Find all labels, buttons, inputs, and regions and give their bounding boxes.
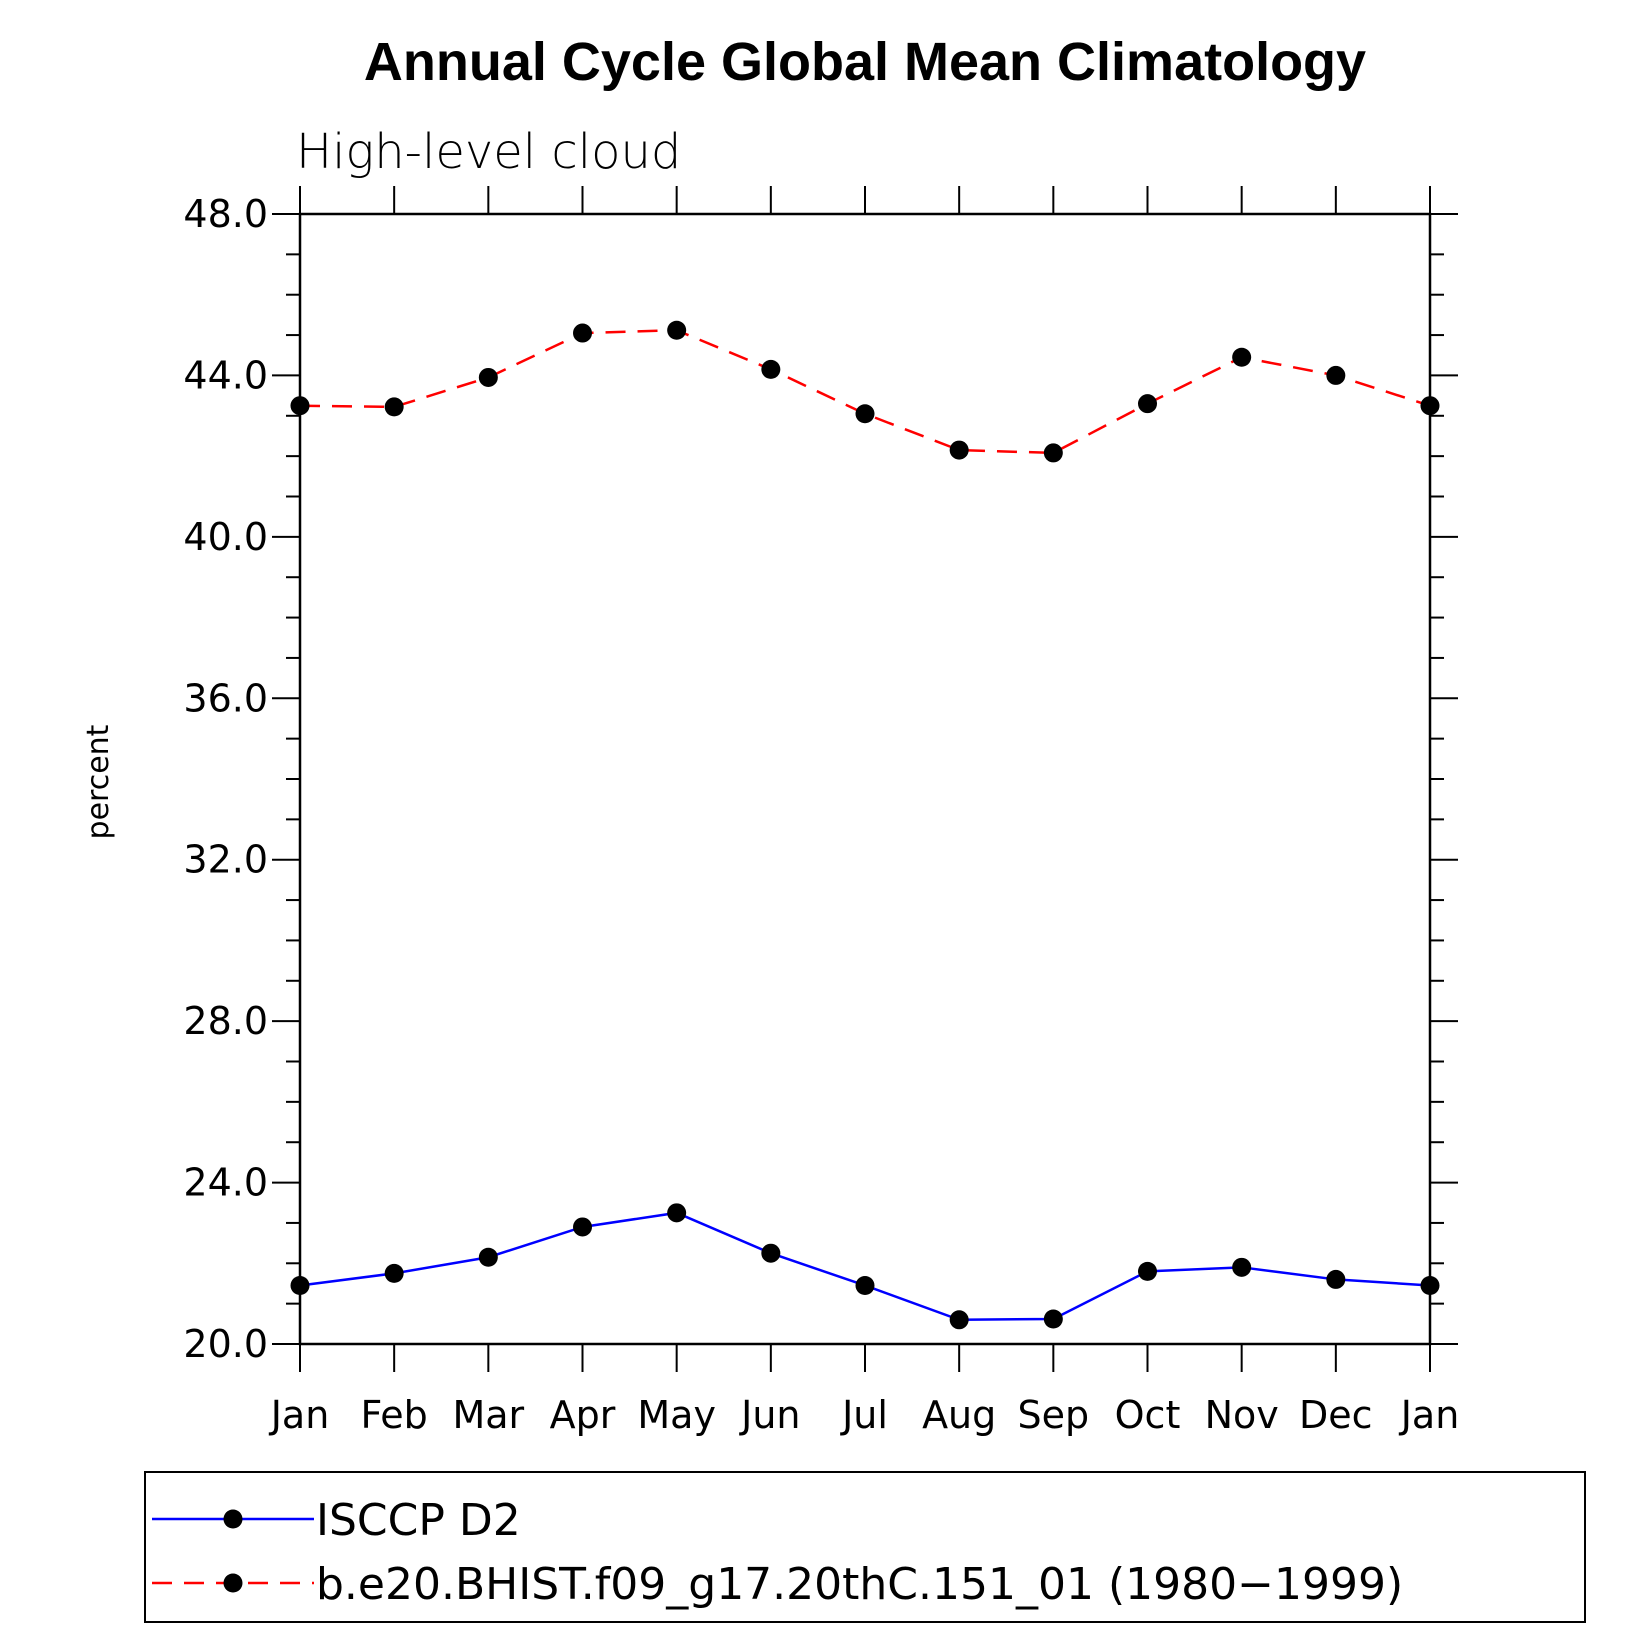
series-line-1 <box>299 1211 1431 1322</box>
series-1-point <box>855 1275 875 1295</box>
y-tick-label: 32.0 <box>183 838 268 882</box>
series-2-point <box>1138 394 1157 414</box>
series-1-point <box>761 1243 781 1263</box>
chart-title: Annual Cycle Global Mean Climatology <box>364 32 1366 92</box>
series-1-point <box>478 1247 498 1267</box>
y-axis-label: percent <box>81 724 116 839</box>
series-2-point <box>478 367 498 387</box>
series-2-point <box>1043 443 1063 463</box>
series-2-point <box>290 396 310 416</box>
series-1-point <box>1138 1261 1157 1281</box>
y-tick-label: 48.0 <box>183 192 268 236</box>
y-tick-label: 44.0 <box>183 353 268 397</box>
legend-marker-2 <box>223 1573 243 1593</box>
y-tick-label: 28.0 <box>183 999 268 1043</box>
series-line-2 <box>299 328 1431 455</box>
x-tick-label: Jan <box>1399 1393 1460 1437</box>
series-1-point <box>1232 1257 1252 1277</box>
series-1-point <box>573 1217 592 1237</box>
x-tick-label: Apr <box>550 1393 616 1437</box>
x-tick-label: May <box>637 1393 716 1437</box>
legend-label-1: ISCCP D2 <box>316 1495 521 1546</box>
legend-label-2: b.e20.BHIST.f09_g17.20thC.151_01 (1980−1… <box>316 1559 1403 1610</box>
series-1-point <box>290 1275 310 1295</box>
series-1-point <box>949 1310 969 1330</box>
series-1-point <box>1326 1269 1346 1289</box>
y-tick-label: 40.0 <box>183 515 268 559</box>
series-2-point <box>384 397 404 417</box>
x-tick-label: Jul <box>840 1393 888 1437</box>
series-2-point <box>667 320 687 340</box>
x-tick-label: Sep <box>1018 1393 1090 1437</box>
series-1-point <box>1420 1275 1440 1295</box>
series-2-point <box>1326 365 1346 385</box>
series-2-point <box>855 404 875 424</box>
series-1-point <box>1043 1309 1063 1329</box>
y-tick-label: 24.0 <box>183 1161 268 1205</box>
legend-box <box>144 1471 1586 1623</box>
series-2-point <box>573 323 592 343</box>
y-tick-label: 20.0 <box>183 1322 268 1366</box>
series-2-point <box>1232 347 1252 367</box>
series-1-point <box>667 1203 687 1223</box>
x-tick-label: Dec <box>1299 1393 1373 1437</box>
y-axis: 20.0 24.0 28.0 32.0 36.0 40.0 44.0 48.0 <box>183 192 1458 1366</box>
x-axis: Jan Feb Mar Apr May Jun Jul Aug Sep Oct Nov Dec Jan <box>269 186 1460 1437</box>
x-tick-label: Nov <box>1205 1393 1279 1437</box>
series-layer <box>290 320 1440 1330</box>
series-2-point <box>949 440 969 460</box>
x-tick-label: Aug <box>922 1393 996 1437</box>
legend: ISCCP D2 b.e20.BHIST.f09_g17.20thC.151_01… <box>144 1471 1586 1623</box>
x-tick-label: Mar <box>452 1393 524 1437</box>
series-1-point <box>384 1263 404 1283</box>
series-2-point <box>761 359 781 379</box>
x-tick-label: Jun <box>739 1393 800 1437</box>
series-2-point <box>1420 396 1440 416</box>
y-tick-label: 36.0 <box>183 676 268 720</box>
legend-marker-1 <box>223 1509 243 1529</box>
x-tick-label: Oct <box>1115 1393 1181 1437</box>
x-tick-label: Jan <box>269 1393 330 1437</box>
x-tick-label: Feb <box>361 1393 428 1437</box>
chart-subtitle: High-level cloud <box>296 124 681 180</box>
